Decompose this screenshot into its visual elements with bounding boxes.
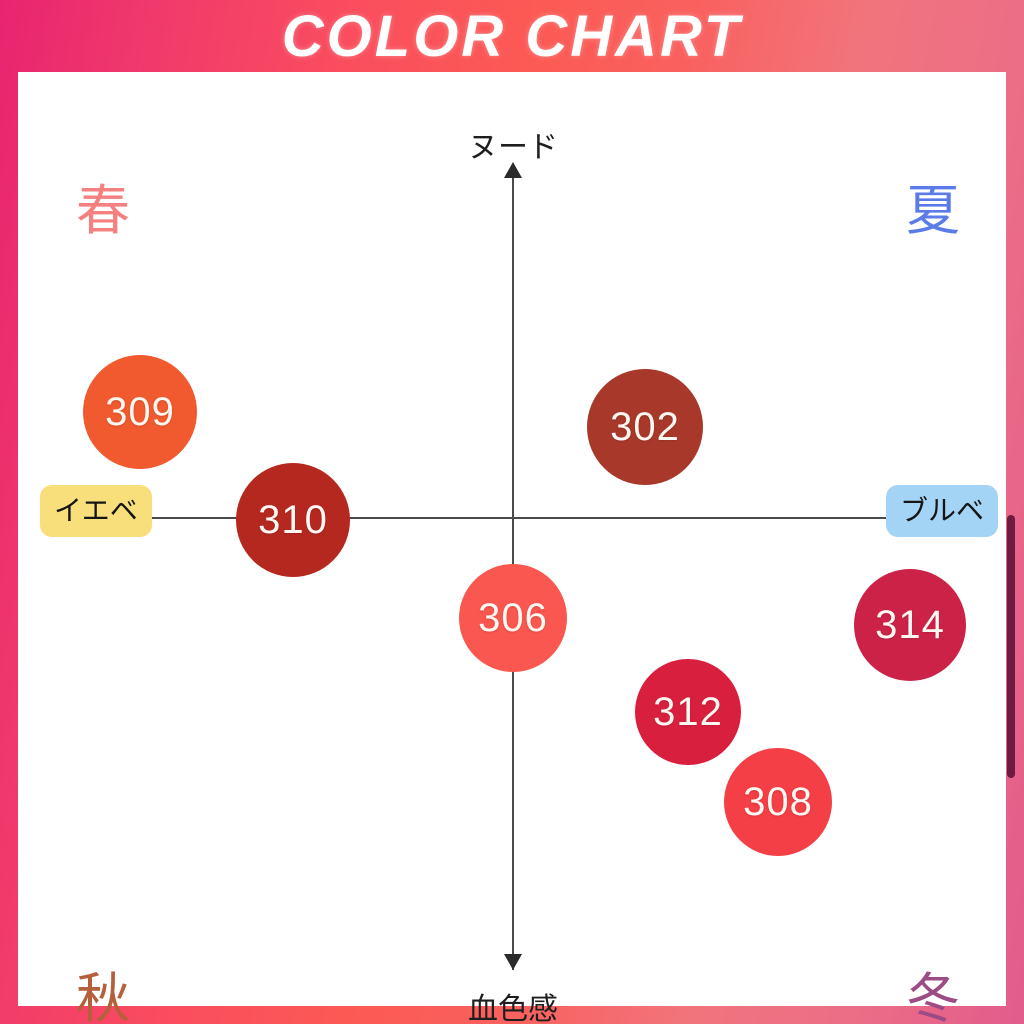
scatter-plot-area: ヌード 血色感 イエベ ブルベ 309 310 302 306 314 312 308 (18, 72, 1006, 1024)
page-title: COLOR CHART (281, 4, 743, 69)
chart-card: ヌード 血色感 イエベ ブルベ 309 310 302 306 314 312 308 春 … (18, 72, 1006, 1024)
data-point-bubble[interactable]: 302 (587, 369, 703, 485)
arrow-up-icon (504, 162, 522, 178)
data-point-bubble[interactable]: 314 (854, 569, 966, 681)
scrollbar-track[interactable] (1007, 0, 1020, 1024)
scrollbar-thumb[interactable] (1007, 515, 1015, 778)
season-label-summer: 夏 (906, 179, 960, 242)
axis-label-bottom: 血色感 (468, 992, 558, 1024)
arrow-down-icon (504, 954, 522, 970)
data-point-bubble[interactable]: 308 (724, 748, 832, 856)
season-label-winter: 冬 (906, 967, 960, 1024)
axis-label-left-chip: イエベ (40, 485, 152, 537)
data-point-bubble[interactable]: 306 (459, 564, 567, 672)
season-label-spring: 春 (76, 179, 130, 242)
data-point-bubble[interactable]: 309 (83, 355, 197, 469)
axis-label-right-chip: ブルベ (886, 485, 999, 537)
season-label-autumn: 秋 (76, 967, 130, 1024)
horizontal-axis-line (136, 517, 896, 519)
data-point-bubble[interactable]: 312 (635, 659, 741, 765)
data-point-bubble[interactable]: 310 (236, 463, 350, 577)
axis-label-top: ヌード (468, 130, 558, 165)
